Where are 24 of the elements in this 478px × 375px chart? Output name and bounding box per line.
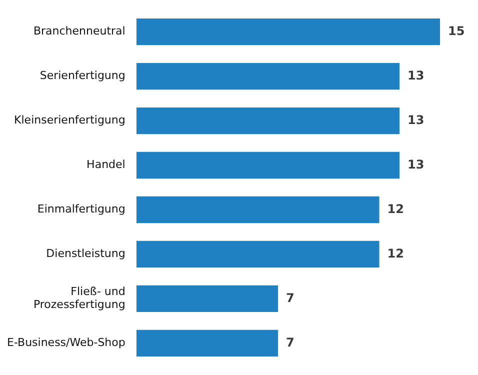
data-label: 12	[387, 246, 404, 260]
data-label: 7	[286, 335, 294, 350]
bar	[136, 62, 400, 90]
y-tick-label: Einmalfertigung	[37, 202, 126, 216]
bar	[136, 18, 440, 46]
bar	[136, 330, 278, 357]
bar	[136, 285, 278, 312]
bar	[136, 240, 380, 268]
bar	[136, 196, 380, 224]
y-tick-label: E-Business/Web-Shop	[7, 336, 126, 350]
y-tick-label: Kleinserienfertigung	[14, 114, 126, 127]
y-tick-label: Handel	[86, 158, 126, 172]
y-tick-label: Fließ- und Prozessfertigung	[33, 284, 126, 312]
data-label: 13	[408, 68, 424, 82]
bar	[136, 107, 400, 134]
data-label: 7	[286, 290, 294, 305]
bar	[136, 152, 400, 179]
y-tick-label: Serienfertigung	[40, 69, 126, 82]
data-label: 13	[408, 112, 424, 127]
y-tick-label: Dienstleistung	[46, 247, 126, 260]
y-tick-label: Branchenneutral	[33, 24, 126, 38]
data-label: 13	[408, 157, 424, 172]
data-label: 12	[387, 202, 404, 216]
data-label: 15	[448, 24, 465, 38]
